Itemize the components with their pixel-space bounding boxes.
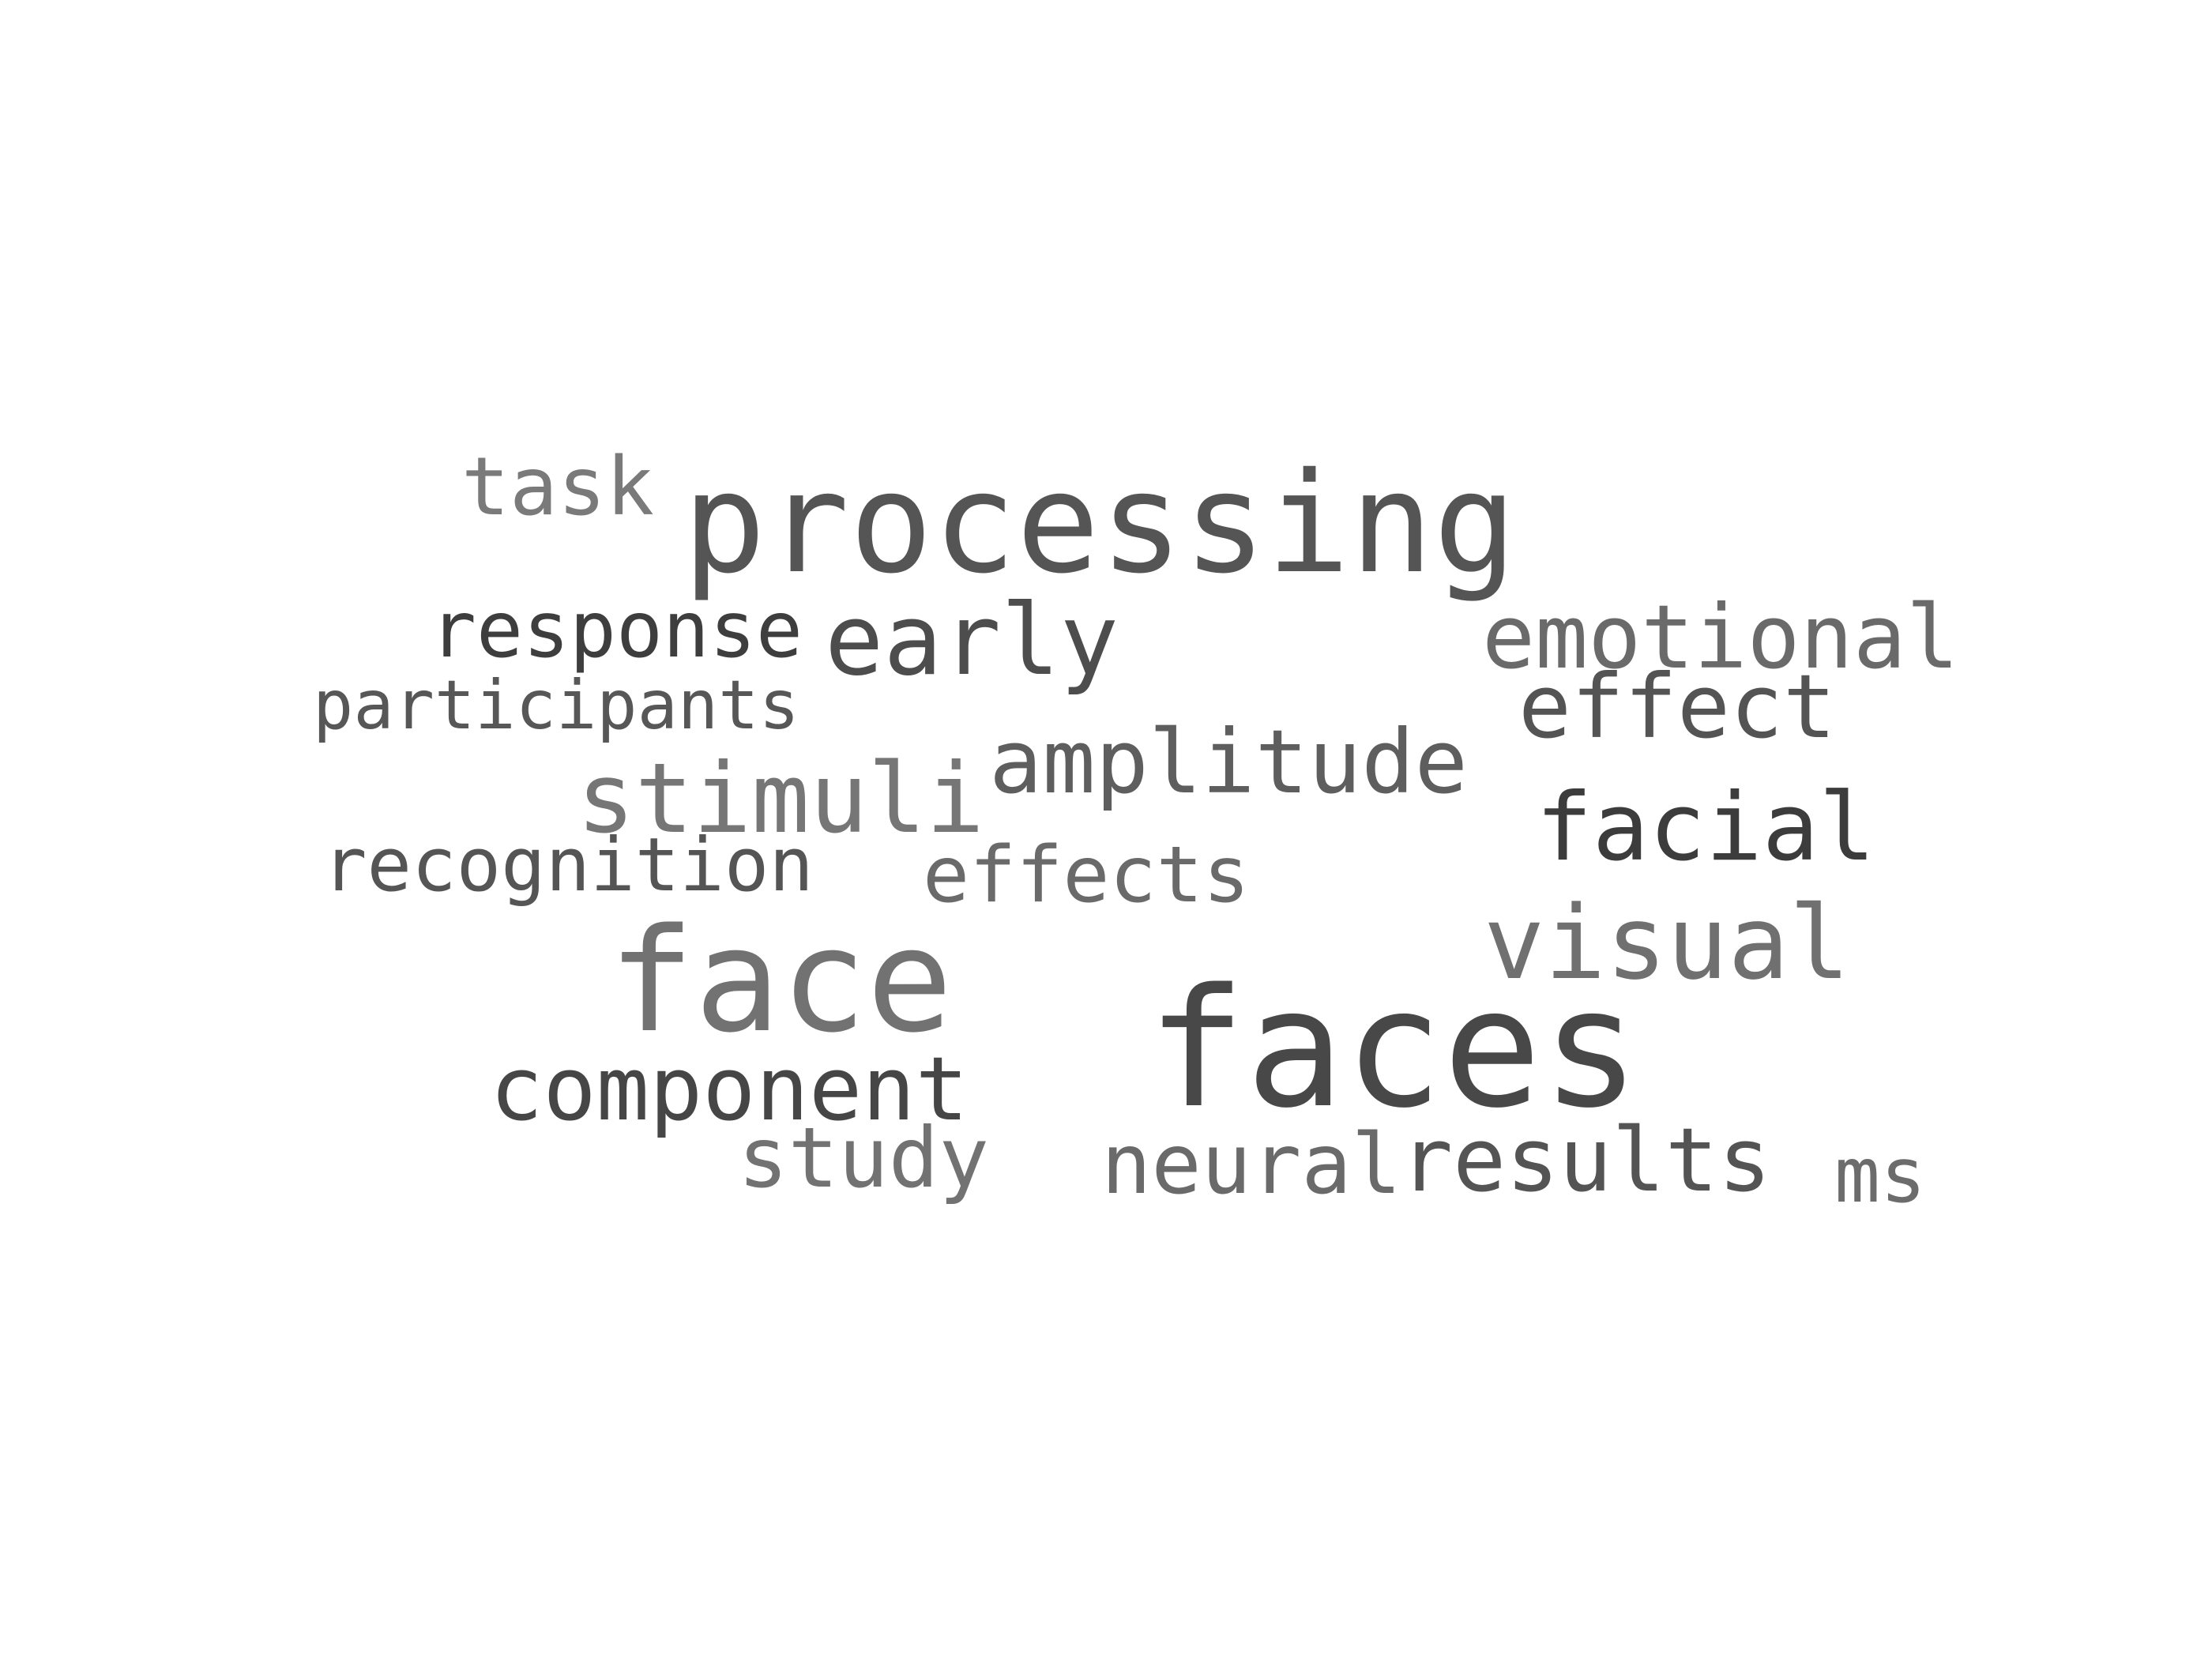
word-effects: effects — [923, 830, 1250, 920]
word-study: study — [738, 1109, 989, 1207]
word-task: task — [461, 440, 654, 534]
word-participants: participants — [313, 667, 799, 746]
word-processing: processing — [683, 443, 1517, 605]
word-visual: visual — [1484, 884, 1850, 1003]
word-response: response — [430, 585, 803, 675]
word-ms: ms — [1834, 1130, 1926, 1220]
word-face: face — [608, 897, 953, 1065]
word-emotional: emotional — [1482, 587, 1959, 690]
word-results: results — [1400, 1109, 1771, 1213]
word-effect: effect — [1518, 656, 1836, 759]
word-amplitude: amplitude — [989, 711, 1468, 814]
word-stimuli: stimuli — [577, 741, 984, 855]
word-neural: neural — [1101, 1115, 1401, 1213]
word-faces: faces — [1147, 954, 1640, 1145]
word-facial: facial — [1536, 773, 1875, 883]
word-component: component — [490, 1038, 969, 1142]
word-recognition: recognition — [322, 822, 814, 909]
word-early: early — [825, 584, 1119, 698]
